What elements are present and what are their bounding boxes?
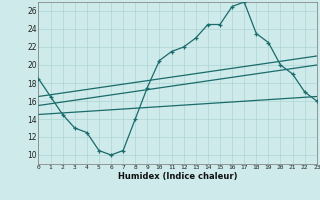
X-axis label: Humidex (Indice chaleur): Humidex (Indice chaleur) (118, 172, 237, 181)
